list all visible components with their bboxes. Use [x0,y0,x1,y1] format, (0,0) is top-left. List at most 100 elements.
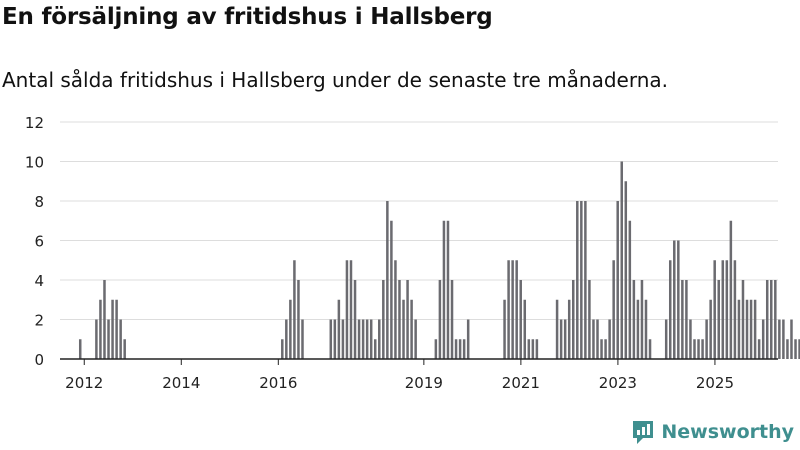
chart-subtitle: Antal sålda fritidshus i Hallsberg under… [2,68,669,92]
bar [333,319,337,359]
bar [78,339,82,359]
bar [681,280,684,359]
bar [353,280,357,359]
bar [608,319,611,359]
x-tick-label: 2023 [599,374,637,392]
bar [535,339,539,359]
bar [555,299,559,359]
bar [567,299,571,359]
bar [563,319,567,359]
bar [406,280,409,359]
x-tick-label: 2025 [696,374,734,392]
bar [600,339,603,359]
bar [592,319,595,359]
bar [757,339,761,359]
bar [507,260,510,359]
bar [624,181,628,359]
bar [99,299,102,359]
bar [749,299,753,359]
bar [341,319,345,359]
bar [361,319,365,359]
bar [636,299,640,359]
bar [632,280,636,359]
bar [103,280,106,359]
bar [685,280,688,359]
bar [503,299,506,359]
bar [765,280,769,359]
x-tick-label: 2014 [162,374,200,392]
bar [576,201,579,359]
bar [458,339,462,359]
bar [790,319,793,359]
bar [410,299,413,359]
bar [697,339,700,359]
bar [450,280,454,359]
bar [640,280,644,359]
bar [794,339,797,359]
bar [301,319,304,359]
x-tick-label: 2021 [502,374,540,392]
bar [454,339,458,359]
bar [596,319,599,359]
bar [107,319,110,359]
bar [390,220,393,359]
bar [527,339,531,359]
bar [559,319,563,359]
bar [733,260,737,359]
bar [281,339,284,359]
brand-logo: Newsworthy [631,419,794,445]
bar [394,260,397,359]
bar [414,319,417,359]
y-tick-label: 2 [34,312,44,330]
bar [466,319,470,359]
bar [725,260,729,359]
bar [531,339,535,359]
bar [438,280,442,359]
bar [664,319,668,359]
bar [373,339,377,359]
bar [386,201,389,359]
bar [612,260,615,359]
y-tick-label: 8 [34,193,44,211]
bar [345,260,349,359]
bar [511,260,514,359]
bar [673,240,676,359]
chart-title: En försäljning av fritidshus i Hallsberg [2,4,493,30]
bar [588,280,591,359]
bar [644,299,648,359]
bar [713,260,716,359]
y-tick-label: 12 [25,114,44,132]
bar [729,220,733,359]
bar [446,220,450,359]
bar [329,319,333,359]
bar [616,201,619,359]
bar [628,220,632,359]
bar [717,280,720,359]
bar [123,339,126,359]
bar [365,319,369,359]
bar [523,299,527,359]
bar [709,299,712,359]
bar [519,280,522,359]
bar [293,260,296,359]
y-tick-label: 4 [34,272,44,290]
y-tick-label: 0 [34,351,44,369]
bar [349,260,353,359]
bar [778,319,781,359]
bar [402,299,405,359]
bar [115,299,118,359]
newsworthy-logo-icon [633,421,654,444]
bar [701,339,704,359]
y-tick-label: 10 [25,154,44,172]
bar [584,201,587,359]
x-tick-label: 2012 [65,374,103,392]
bar [689,319,692,359]
bar [705,319,708,359]
bar [337,299,341,359]
bar [782,319,785,359]
y-tick-label: 6 [34,233,44,251]
bar [677,240,680,359]
bar [786,339,789,359]
bar [462,339,466,359]
brand-name: Newsworthy [661,421,794,443]
